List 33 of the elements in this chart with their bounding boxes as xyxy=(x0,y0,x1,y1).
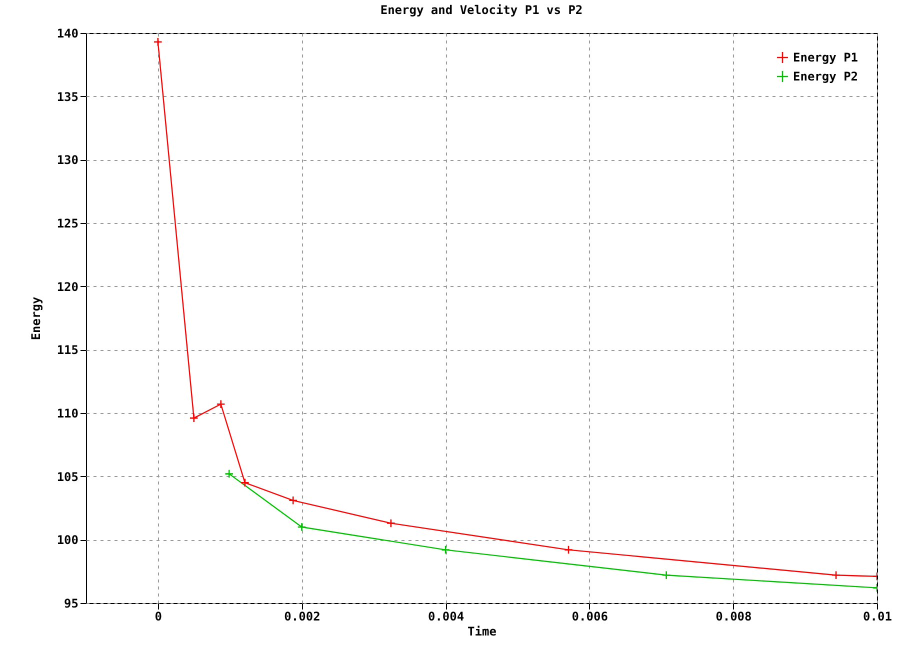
y-tick-label: 140 xyxy=(56,26,78,40)
y-tick-label: 110 xyxy=(56,406,78,420)
chart-title: Energy and Velocity P1 vs P2 xyxy=(380,3,583,17)
x-axis-title: Time xyxy=(468,624,496,638)
x-tick-label: 0.004 xyxy=(428,610,464,624)
point xyxy=(224,469,234,478)
y-tick-label: 135 xyxy=(56,90,78,104)
x-tick-label: 0 xyxy=(154,610,162,624)
x-tick-label: 0.006 xyxy=(572,610,608,624)
y-tick-label: 120 xyxy=(56,280,78,294)
y-tick-label: 105 xyxy=(56,470,78,484)
x-tick-label: 0.008 xyxy=(716,610,752,624)
x-tick-label: 0.01 xyxy=(863,610,892,624)
point xyxy=(662,570,671,580)
y-tick-label: 100 xyxy=(56,533,78,548)
point xyxy=(441,545,450,554)
legend-label: Energy P1 xyxy=(793,50,858,64)
x-tick-label: 0.002 xyxy=(284,610,320,624)
point xyxy=(386,518,396,528)
point xyxy=(297,522,306,532)
point xyxy=(216,400,226,409)
y-tick-label: 125 xyxy=(56,216,78,230)
legend-label: Energy P2 xyxy=(793,70,858,84)
point xyxy=(564,545,574,554)
point xyxy=(189,414,198,423)
y-tick-label: 95 xyxy=(64,596,78,610)
point xyxy=(831,570,841,580)
point xyxy=(240,478,250,488)
y-tick-label: 115 xyxy=(56,343,78,358)
y-axis-title: Energy xyxy=(28,296,43,340)
y-tick-label: 130 xyxy=(56,153,78,168)
point xyxy=(288,496,298,505)
point xyxy=(153,37,162,46)
